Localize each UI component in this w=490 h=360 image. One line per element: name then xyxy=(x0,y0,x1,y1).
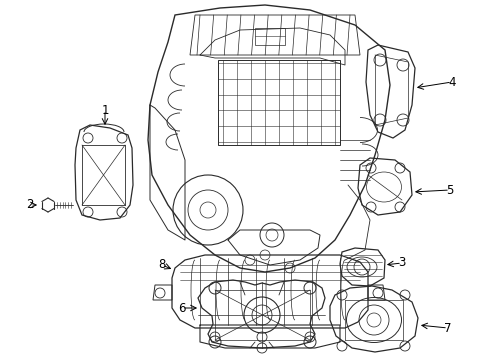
Text: 3: 3 xyxy=(398,256,406,270)
Text: 7: 7 xyxy=(444,321,452,334)
Text: 6: 6 xyxy=(178,302,186,315)
Text: 8: 8 xyxy=(158,258,166,271)
Text: 4: 4 xyxy=(448,76,456,89)
Text: 2: 2 xyxy=(26,198,34,211)
Text: 5: 5 xyxy=(446,184,454,197)
Text: 1: 1 xyxy=(101,104,109,117)
